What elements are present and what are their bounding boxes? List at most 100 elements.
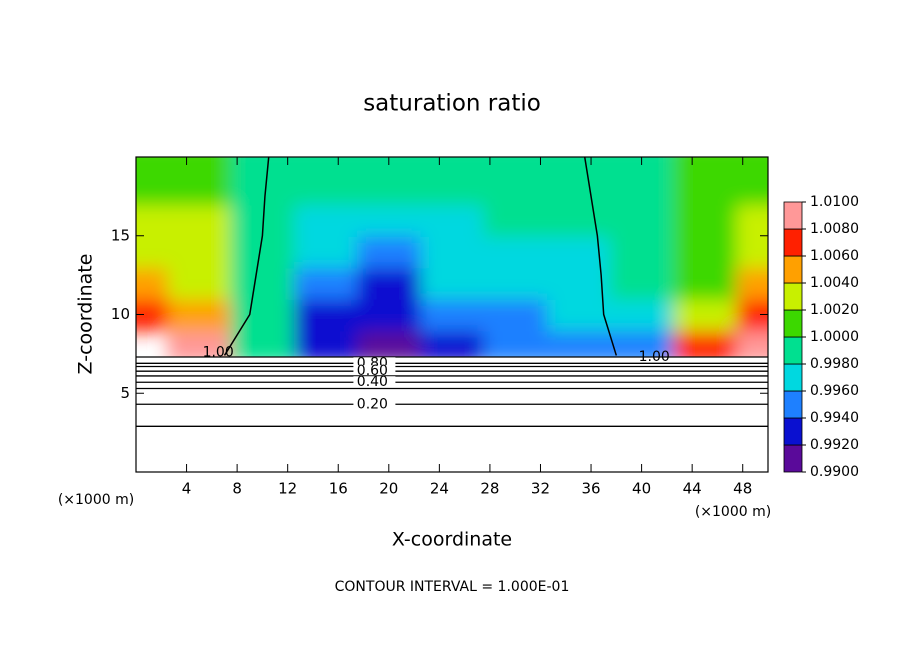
field [136,157,768,363]
x-tick-label: 40 [632,480,651,498]
field-cell [483,267,548,300]
field-cell [546,157,611,174]
contour-label-bg [353,376,396,389]
field-cell [230,298,295,332]
field-cell [230,235,295,269]
below-field [136,357,768,472]
field-cell [357,298,422,332]
field-cell [294,298,359,332]
y-axis-label: Z-coordinate [75,254,97,375]
x-tick-label: 16 [329,480,348,498]
field-cell [546,298,611,332]
field-cell [420,204,485,237]
field-cell [673,157,738,174]
field-cell [483,204,548,237]
field-cell [610,298,675,332]
field-cell [420,235,485,269]
field-cell [610,172,675,206]
field-cell [230,172,295,206]
field-cell [673,172,738,206]
colorbar-label: 1.0000 [810,329,859,345]
colorbar-label: 1.0040 [810,275,859,291]
x-tick-label: 44 [683,480,702,498]
field-cell [546,204,611,237]
x-tick-label: 48 [733,480,752,498]
y-tick-label: 5 [120,384,130,402]
field-cell [167,204,232,237]
x-axis-label: X-coordinate [392,529,512,551]
contour-label-bg [353,398,396,411]
colorbar-swatch [783,390,803,419]
y-tick-label: 10 [111,305,130,323]
x-tick-label: 32 [531,480,550,498]
field-cell [420,298,485,332]
field-cell [673,204,738,237]
field-cell [483,298,548,332]
field-cell [357,267,422,300]
field-cell [294,157,359,174]
field-cell [610,204,675,237]
colorbar-swatch [783,201,803,230]
field-cell [294,204,359,237]
contour-line [223,156,270,356]
contour-label: 1.00 [203,344,234,360]
field-cell [736,235,768,269]
colorbar-label: 0.9960 [810,383,859,399]
colorbar-label: 1.0020 [810,302,859,318]
field-cell [610,267,675,300]
field-cell [136,204,169,237]
field-cell [673,235,738,269]
field-cell [736,157,768,174]
x-tick-label: 8 [232,480,242,498]
field-cell [167,267,232,300]
field-cell [673,267,738,300]
field-cell [294,267,359,300]
field-cell [420,157,485,174]
field-cell [357,172,422,206]
field-cell [136,267,169,300]
field-cell [136,235,169,269]
field-cell [736,267,768,300]
chart-title: saturation ratio [363,91,541,117]
colorbar-swatch [783,282,803,311]
field-cell [167,172,232,206]
field-cell [230,157,295,174]
colorbar-swatch [783,309,803,338]
contour-label: 0.60 [357,363,388,379]
field-cell [294,235,359,269]
colorbar-swatch [783,228,803,257]
contour-line [583,156,618,356]
field-cells [136,157,768,363]
field-cell [294,172,359,206]
x-tick-label: 4 [182,480,192,498]
field-cell [167,157,232,174]
x-tick-label: 36 [581,480,600,498]
footer-note: CONTOUR INTERVAL = 1.000E-01 [335,579,570,595]
colorbar-swatch [783,417,803,446]
field-cell [546,172,611,206]
colorbar-label: 1.0060 [810,248,859,264]
y-tick-label: 15 [111,226,130,244]
field-cell [420,267,485,300]
field-cell [610,157,675,174]
field-cell [136,172,169,206]
field-cell [420,172,485,206]
field-cell [483,235,548,269]
contour-label: 0.40 [357,374,388,390]
field-cell [167,298,232,332]
colorbar-swatch [783,336,803,365]
field-cell [610,235,675,269]
field-cell [483,157,548,174]
field-cell [483,172,548,206]
x-unit-label: (×1000 m) [695,504,771,520]
field-cell [357,157,422,174]
x-unit-label: (×1000 m) [58,492,134,508]
colorbar-label: 0.9920 [810,437,859,453]
x-tick-label: 28 [480,480,499,498]
field-cell [167,235,232,269]
colorbar-swatch [783,444,803,473]
colorbar-label: 0.9980 [810,356,859,372]
colorbar-label: 0.9940 [810,410,859,426]
field-cell [673,298,738,332]
